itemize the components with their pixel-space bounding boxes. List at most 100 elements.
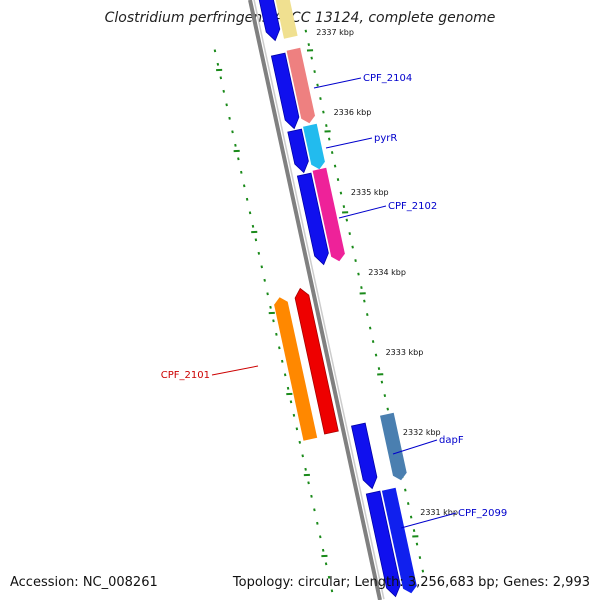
tick-mark — [278, 346, 281, 350]
gene-feature-dapf — [380, 412, 407, 481]
tick-mark — [348, 232, 351, 236]
gene-label-pyrr: pyrR — [374, 133, 397, 144]
tick-mark — [260, 265, 264, 269]
tick-mark — [406, 502, 410, 506]
tick-mark — [222, 89, 225, 93]
tick-mark — [254, 238, 258, 242]
tick-mark — [231, 130, 234, 134]
tick-mark — [339, 191, 343, 195]
tick-mark — [415, 542, 419, 546]
tick-mark — [330, 151, 334, 155]
tick-mark — [304, 29, 308, 33]
tick-ring-inner — [213, 49, 334, 593]
tick-mark — [328, 137, 331, 141]
cds-arrow-3 — [287, 128, 309, 174]
tick-mark — [295, 427, 299, 431]
cds-arrow-2 — [270, 52, 300, 130]
gene-feature-cpf_2101 — [274, 297, 318, 441]
tick-label-2336: 2336 kbp — [334, 108, 372, 117]
tick-label-2337: 2337 kbp — [316, 28, 354, 37]
tick-mark — [421, 569, 425, 573]
tick-mark — [289, 400, 293, 404]
tick-mark — [371, 340, 375, 344]
gene-label-cpf_2104: CPF_2104 — [363, 73, 412, 84]
tick-mark — [357, 272, 360, 276]
tick-mark — [257, 251, 261, 255]
tick-mark — [240, 170, 243, 174]
tick-mark — [322, 110, 325, 114]
tick-mark — [266, 292, 269, 296]
tick-mark — [316, 83, 319, 87]
tick-mark — [368, 326, 372, 330]
label-leader-pyrr — [325, 137, 373, 149]
tick-label-2334: 2334 kbp — [368, 268, 406, 277]
gene-labels: CPF_2104 pyrR CPF_2102 CPF_2101 dapF CPF_2099 — [161, 73, 507, 529]
accession-text: Accession: NC_008261 — [10, 575, 158, 590]
label-leader-dapf — [392, 439, 438, 455]
cds-arrow-reverse — [294, 287, 339, 435]
label-leader-cpf_2101 — [211, 365, 259, 376]
label-leader-cpf_2104 — [313, 77, 362, 89]
gene-feature-cpf_2102 — [312, 167, 345, 262]
tick-mark — [333, 164, 337, 168]
cds-arrow-1 — [258, 0, 281, 42]
tick-mark — [366, 313, 369, 317]
label-leader-cpf_2102 — [338, 205, 387, 219]
tick-mark — [360, 286, 363, 290]
tick-mark — [354, 259, 357, 263]
tick-mark — [383, 394, 387, 398]
tick-mark — [374, 353, 378, 357]
cds-arrow-6 — [365, 490, 401, 598]
tick-mark — [251, 224, 255, 228]
tick-mark — [263, 278, 266, 282]
tick-mark — [418, 556, 422, 560]
tick-labels: 2337 kbp 2336 kbp 2335 kbp 2334 kbp 2333 kbp… — [316, 28, 458, 517]
tick-mark — [237, 157, 240, 161]
tick-mark — [363, 299, 366, 303]
tick-mark — [301, 454, 304, 458]
backbone-edge-line — [253, 0, 385, 600]
gene-feature-cpf_2104 — [286, 47, 315, 124]
gene-feature-cpf_2099 — [381, 487, 417, 594]
label-leader-cpf_2099 — [400, 512, 457, 529]
gene-label-cpf_2101: CPF_2101 — [161, 370, 210, 381]
tick-mark — [245, 197, 249, 201]
tick-mark — [327, 575, 331, 579]
gene-feature-pyrr — [303, 123, 325, 170]
tick-mark — [342, 205, 346, 209]
tick-mark — [324, 562, 328, 566]
tick-mark — [386, 407, 389, 411]
tick-mark — [409, 515, 413, 519]
tick-mark — [319, 535, 322, 539]
tick-mark — [225, 103, 228, 107]
tick-mark — [310, 494, 313, 498]
tick-mark — [319, 97, 322, 101]
tick-mark — [283, 373, 287, 377]
tick-mark — [377, 367, 381, 371]
tick-mark — [336, 178, 340, 182]
tick-mark — [316, 521, 319, 525]
tick-mark — [269, 305, 272, 309]
tick-mark — [313, 70, 316, 74]
tick-mark — [412, 529, 416, 533]
tick-mark — [275, 332, 278, 336]
backbone-line — [248, 0, 382, 600]
genome-summary-text: Topology: circular; Length: 3,256,683 bp… — [232, 575, 590, 590]
cds-arrow-5 — [351, 422, 378, 490]
tick-mark — [304, 467, 307, 471]
gene-label-cpf_2102: CPF_2102 — [388, 201, 437, 212]
gene-label-dapf: dapF — [439, 435, 464, 446]
tick-mark — [234, 143, 237, 147]
tick-mark — [307, 43, 311, 47]
tick-mark — [345, 218, 349, 222]
tick-mark — [298, 440, 302, 444]
tick-mark — [310, 56, 313, 60]
tick-label-2335: 2335 kbp — [351, 188, 389, 197]
map-title: Clostridium perfringens ATCC 13124, comp… — [105, 10, 496, 26]
tick-mark — [351, 245, 354, 249]
tick-mark — [286, 386, 290, 390]
tick-mark — [404, 488, 407, 492]
genome-backbone — [248, 0, 385, 600]
tick-mark — [330, 589, 334, 593]
tick-mark — [228, 116, 231, 120]
